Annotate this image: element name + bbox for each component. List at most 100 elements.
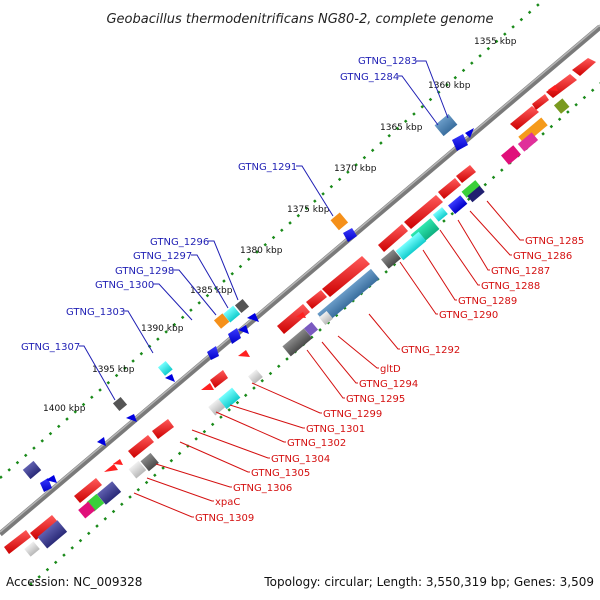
gene-block-green[interactable] — [461, 180, 481, 198]
label-gtng-1297[interactable]: GTNG_1297 — [133, 251, 192, 262]
gene-block-light-a[interactable] — [318, 310, 334, 326]
gene-block-magenta-b[interactable] — [78, 501, 96, 519]
gene-1307-block[interactable] — [112, 396, 128, 412]
kbp-tick-1380: 1380 kbp — [240, 246, 283, 256]
gene-upper-arrow-b[interactable] — [40, 478, 52, 492]
label-gtng-1306[interactable]: GTNG_1306 — [233, 483, 292, 494]
gene-1283-arrow[interactable] — [465, 128, 474, 138]
label-gtng-1292[interactable]: GTNG_1292 — [401, 345, 460, 356]
gene-1284-arrow[interactable] — [452, 134, 468, 151]
label-gtng-1309[interactable]: GTNG_1309 — [195, 513, 254, 524]
label-gtng-1291[interactable]: GTNG_1291 — [238, 162, 297, 173]
label-gtng-1305[interactable]: GTNG_1305 — [251, 468, 310, 479]
leader-1287 — [457, 219, 490, 271]
leader-1288 — [439, 229, 480, 286]
label-gtng-1290[interactable]: GTNG_1290 — [439, 310, 498, 321]
leader-1300 — [153, 283, 193, 321]
gene-1300-block[interactable] — [213, 313, 230, 329]
label-gtng-1294[interactable]: GTNG_1294 — [359, 379, 418, 390]
gene-1297-arrow[interactable] — [247, 313, 259, 322]
label-xpaC[interactable]: xpaC — [215, 497, 240, 508]
gene-block-steel[interactable] — [317, 268, 380, 324]
gene-block-cyan-b[interactable] — [395, 231, 427, 261]
gene-1299-arrow-top[interactable] — [228, 328, 241, 344]
gene-xpaC-arrow[interactable] — [104, 464, 118, 472]
label-gtng-1286[interactable]: GTNG_1286 — [513, 251, 572, 262]
gene-1303-arrow[interactable] — [207, 346, 219, 360]
label-gtng-1285[interactable]: GTNG_1285 — [525, 236, 584, 247]
gene-block-gray-a[interactable] — [381, 249, 401, 269]
label-gtng-1295[interactable]: GTNG_1295 — [346, 394, 405, 405]
label-gtng-1304[interactable]: GTNG_1304 — [271, 454, 330, 465]
gene-1291-arrow[interactable] — [343, 228, 357, 242]
gene-1287-arrow[interactable] — [532, 94, 549, 110]
gene-block-light-c[interactable] — [208, 398, 226, 416]
gene-1286-arrow[interactable] — [546, 74, 577, 98]
gene-block-navy-a[interactable] — [467, 185, 485, 203]
gene-lower-arrow-d[interactable] — [30, 515, 58, 540]
gene-1309-arrow[interactable] — [74, 478, 102, 503]
gene-1300-arrow[interactable] — [238, 325, 249, 334]
gene-red-small-c[interactable] — [113, 459, 123, 465]
label-gtng-1299[interactable]: GTNG_1299 — [323, 409, 382, 420]
label-gtng-1300[interactable]: GTNG_1300 — [95, 280, 154, 291]
label-gltD[interactable]: gltD — [380, 364, 401, 375]
gene-block-cyan-c[interactable] — [218, 387, 241, 410]
gene-upper-arrow-c[interactable] — [46, 475, 57, 483]
gene-1296-block[interactable] — [234, 298, 250, 314]
label-gtng-1296[interactable]: GTNG_1296 — [150, 237, 209, 248]
gene-block-gray-c[interactable] — [140, 452, 159, 472]
gene-block-gray-b[interactable] — [282, 328, 313, 357]
gene-block-light-d[interactable] — [128, 460, 147, 479]
gene-1291-block[interactable] — [330, 212, 349, 231]
gene-red-small-b[interactable] — [296, 312, 306, 318]
gene-1303-block[interactable] — [157, 360, 173, 376]
gene-1283-block[interactable] — [434, 113, 458, 137]
label-gtng-1284[interactable]: GTNG_1284 — [340, 72, 399, 83]
gene-1302-arrow[interactable] — [210, 370, 228, 388]
gene-1288-arrow[interactable] — [510, 106, 539, 130]
gene-block-pink[interactable] — [517, 132, 539, 152]
gene-1305-arrow[interactable] — [152, 419, 174, 439]
gene-1292-arrow-a[interactable] — [456, 165, 476, 183]
gene-1304-arrow[interactable] — [201, 383, 214, 390]
gene-red-small-a[interactable] — [548, 85, 558, 91]
label-gtng-1287[interactable]: GTNG_1287 — [491, 266, 550, 277]
label-gtng-1288[interactable]: GTNG_1288 — [481, 281, 540, 292]
label-gtng-1307[interactable]: GTNG_1307 — [21, 342, 80, 353]
gene-1306-arrow[interactable] — [128, 435, 154, 458]
gene-upper-arrow-a[interactable] — [97, 437, 106, 446]
label-gtng-1289[interactable]: GTNG_1289 — [458, 296, 517, 307]
label-gtng-1283[interactable]: GTNG_1283 — [358, 56, 417, 67]
gene-block-navy-c[interactable] — [37, 520, 68, 549]
gene-1295-arrow[interactable] — [322, 256, 370, 297]
gene-1299-arrow[interactable] — [277, 304, 310, 334]
gene-1298-block[interactable] — [223, 305, 241, 323]
gene-1295b-arrow[interactable] — [306, 290, 327, 309]
gene-block-magenta-a[interactable] — [501, 145, 521, 165]
leader-1294 — [321, 341, 358, 384]
gene-1303b-arrow[interactable] — [165, 374, 175, 382]
gene-1292-arrow-b[interactable] — [438, 178, 461, 199]
gene-1301-arrow[interactable] — [238, 350, 250, 357]
gene-block-olive[interactable] — [553, 98, 570, 114]
gene-gltD-arrow[interactable] — [404, 195, 443, 229]
label-gtng-1303[interactable]: GTNG_1303 — [66, 307, 125, 318]
kbp-tick-1355: 1355 kbp — [474, 37, 517, 47]
gene-block-blue[interactable] — [448, 195, 468, 214]
gene-block-light-e[interactable] — [24, 541, 40, 557]
gene-block-cyan-a[interactable] — [432, 207, 448, 222]
gene-1307-arrow[interactable] — [126, 414, 137, 422]
gene-1294-arrow[interactable] — [378, 224, 408, 252]
gene-block-light-b[interactable] — [247, 369, 263, 385]
gene-block-purple[interactable] — [303, 321, 319, 337]
label-gtng-1301[interactable]: GTNG_1301 — [306, 424, 365, 435]
label-gtng-1302[interactable]: GTNG_1302 — [287, 438, 346, 449]
label-gtng-1298[interactable]: GTNG_1298 — [115, 266, 174, 277]
gene-lower-arrow-e[interactable] — [4, 530, 31, 554]
gene-upper-block-navy[interactable] — [22, 460, 42, 480]
gene-block-navy-b[interactable] — [96, 481, 122, 505]
gene-1285-arrow[interactable] — [572, 58, 596, 76]
leader-1285 — [486, 200, 524, 241]
leader-1283 — [416, 60, 449, 119]
